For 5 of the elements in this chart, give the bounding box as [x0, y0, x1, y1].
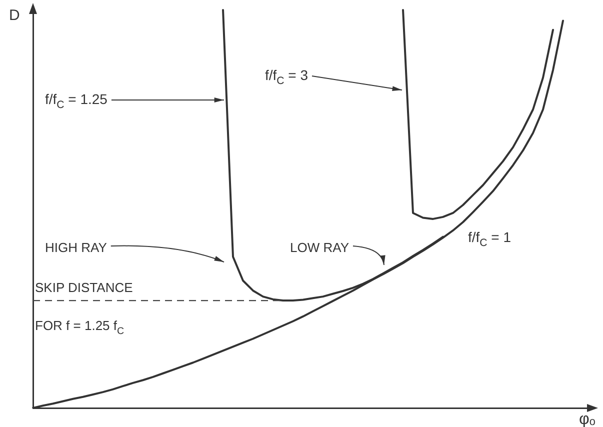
annotation: SKIP DISTANCE — [35, 280, 134, 295]
y-axis-title: D — [9, 7, 20, 24]
annotation: LOW RAY — [290, 240, 350, 255]
x-axis-title: φₒ — [579, 411, 596, 427]
annotation: HIGH RAY — [45, 240, 108, 255]
